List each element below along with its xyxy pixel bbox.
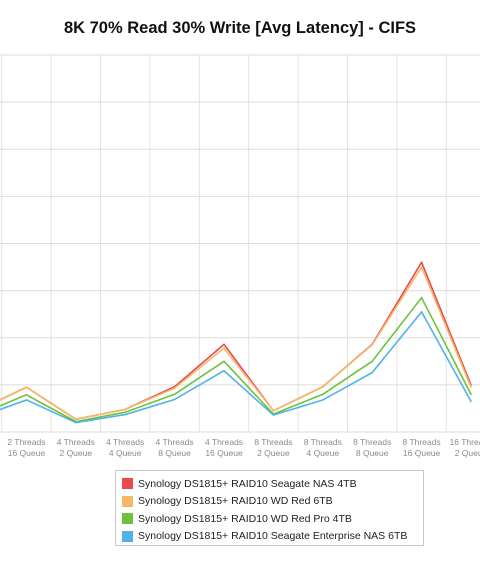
legend-swatch [122,495,133,507]
data-point [75,418,77,421]
data-point [470,400,472,403]
data-point [25,393,28,396]
data-point [25,386,28,389]
data-point [420,296,423,299]
data-point [173,393,176,396]
legend-item[interactable]: Synology DS1815+ RAID10 Seagate NAS 4TB [122,475,423,493]
data-point [173,387,176,389]
legend-swatch [122,478,133,490]
data-point [124,408,126,411]
x-tick-label: 8 Threads 16 Queue [403,437,441,458]
data-point [470,386,472,389]
data-point [322,385,324,388]
data-point [223,343,225,346]
x-tick-label: 4 Threads 4 Queue [106,437,144,458]
x-tick-label: 4 Threads 2 Queue [57,437,95,458]
data-point [223,369,225,372]
data-point [322,399,324,401]
data-point [173,398,176,401]
legend-swatch [122,513,133,525]
data-point [223,360,225,363]
data-point [124,413,126,416]
x-tick-label: 8 Threads 4 Queue [304,437,342,458]
x-tick-label: 4 Threads 16 Queue [205,437,243,458]
legend-label: Synology DS1815+ RAID10 Seagate Enterpri… [138,530,408,543]
legend-label: Synology DS1815+ RAID10 WD Red 6TB [138,495,333,508]
x-tick-label: 8 Threads 8 Queue [353,437,391,458]
chart-title: 8K 70% Read 30% Write [Avg Latency] - CI… [63,19,417,37]
data-point [75,421,77,424]
series-line [0,311,472,424]
legend: Synology DS1815+ RAID10 Seagate NAS 4TB … [115,470,424,546]
data-point [25,399,28,401]
series-line [0,266,472,421]
legend-item[interactable]: Synology DS1815+ RAID10 WD Red 6TB [122,493,423,511]
data-point [322,393,324,396]
legend-item[interactable]: Synology DS1815+ RAID10 WD Red Pro 4TB [122,510,423,528]
data-point [371,360,374,363]
legend-item[interactable]: Synology DS1815+ RAID10 Seagate Enterpri… [122,528,423,546]
data-point [420,311,423,313]
data-point [470,393,472,396]
series-line [0,261,472,421]
series-lines [0,261,472,424]
data-point [420,261,423,264]
gridlines [0,54,480,433]
data-point [272,409,275,412]
legend-swatch [122,530,133,542]
x-tick-label: 4 Threads 8 Queue [156,437,194,458]
data-point [223,347,225,349]
x-tick-label: 2 Threads 16 Queue [7,437,45,458]
data-point [371,344,374,346]
x-tick-label: 8 Threads 2 Queue [254,437,292,458]
legend-label: Synology DS1815+ RAID10 WD Red Pro 4TB [138,512,352,525]
data-point [371,371,374,374]
data-point [124,411,126,414]
data-point [272,414,275,416]
data-point [420,266,423,268]
legend-label: Synology DS1815+ RAID10 Seagate NAS 4TB [138,477,357,490]
